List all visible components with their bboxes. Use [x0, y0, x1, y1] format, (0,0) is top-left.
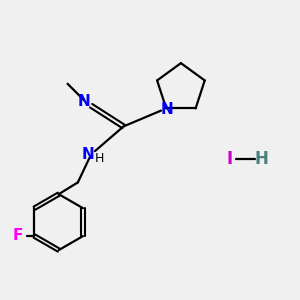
Text: N: N	[161, 101, 173, 116]
Text: N: N	[82, 147, 94, 162]
Text: N: N	[78, 94, 91, 109]
Text: H: H	[255, 150, 268, 168]
Text: H: H	[95, 152, 104, 165]
Text: F: F	[13, 228, 23, 243]
Text: I: I	[226, 150, 232, 168]
